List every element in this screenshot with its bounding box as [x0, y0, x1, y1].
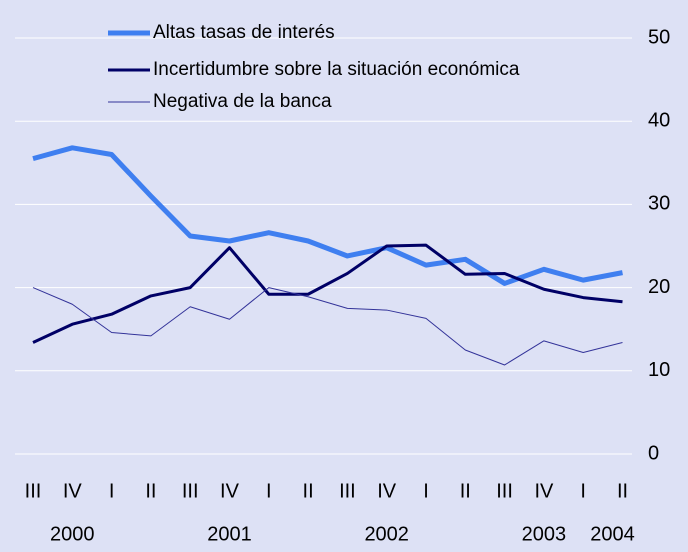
year-label: 2001: [207, 523, 252, 545]
x-tick-label: II: [145, 480, 156, 502]
y-tick-label: 30: [648, 193, 670, 215]
x-tick-label: I: [109, 480, 115, 502]
year-label: 2004: [590, 523, 635, 545]
year-label: 2000: [50, 523, 95, 545]
y-tick-label: 10: [648, 359, 670, 381]
x-tick-label: IV: [377, 480, 397, 502]
x-tick-label: I: [580, 480, 586, 502]
x-tick-label: II: [303, 480, 314, 502]
x-tick-label: I: [266, 480, 272, 502]
x-tick-label: II: [617, 480, 628, 502]
y-tick-label: 20: [648, 276, 670, 298]
x-tick-label: IV: [63, 480, 83, 502]
legend-label: Altas tasas de interés: [153, 22, 335, 43]
year-label: 2002: [364, 523, 409, 545]
y-tick-label: 40: [648, 109, 670, 131]
legend-label: Incertidumbre sobre la situación económi…: [153, 59, 520, 80]
x-tick-label: III: [182, 480, 199, 502]
y-tick-label: 50: [648, 26, 670, 48]
series-line: [32, 287, 623, 366]
y-tick-label: 0: [648, 442, 659, 464]
x-tick-label: IV: [534, 480, 554, 502]
x-tick-label: II: [460, 480, 471, 502]
series-line: [32, 145, 623, 286]
x-tick-label: I: [423, 480, 429, 502]
x-tick-label: III: [25, 480, 42, 502]
series-line: [32, 243, 623, 344]
year-label: 2003: [522, 523, 567, 545]
x-tick-label: III: [339, 480, 356, 502]
x-tick-label: IV: [220, 480, 240, 502]
legend-label: Negativa de la banca: [153, 91, 332, 112]
x-tick-label: III: [496, 480, 513, 502]
